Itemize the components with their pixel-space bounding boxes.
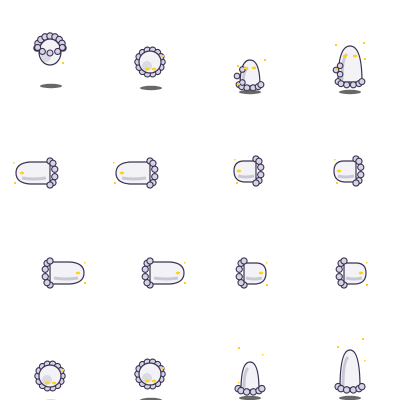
spark-icon [364, 58, 366, 60]
sprite-frame [100, 200, 200, 300]
spark-icon [84, 262, 86, 264]
spark-icon [362, 338, 364, 340]
spark-icon [337, 346, 339, 348]
spark-icon [236, 182, 238, 184]
eye-icon [151, 379, 157, 383]
spark-icon [266, 262, 268, 264]
sprite-frame [100, 100, 200, 200]
sprite-frame [0, 100, 100, 200]
ghost-sprite [15, 157, 59, 189]
sprite-frame [300, 200, 400, 300]
spark-icon [62, 62, 64, 64]
eye-icon [258, 271, 264, 275]
eye-icon [19, 171, 25, 175]
spark-icon [336, 68, 338, 70]
eye-icon [352, 54, 358, 58]
eye-icon [175, 271, 181, 275]
sprite-frame [0, 300, 100, 400]
ghost-sprite [134, 46, 166, 78]
ghost-sprite [115, 157, 159, 189]
spark-icon [113, 162, 115, 164]
eye-icon [119, 171, 125, 175]
eye-icon [251, 66, 257, 70]
spark-icon [14, 182, 16, 184]
ghost-sprite [235, 257, 267, 289]
spark-icon [13, 162, 15, 164]
eye-icon [144, 379, 150, 383]
sprite-frame [300, 0, 400, 100]
spark-icon [238, 382, 240, 384]
sprite-frame [200, 200, 300, 300]
eye-icon [342, 54, 348, 58]
ghost-sprite [234, 361, 266, 396]
ground-shadow [140, 397, 162, 400]
sprite-frame [100, 300, 200, 400]
spark-icon [234, 159, 236, 161]
spark-icon [184, 262, 186, 264]
ground-shadow [339, 395, 361, 400]
spark-icon [162, 367, 164, 369]
ghost-sprite [34, 360, 66, 392]
ghost-sprite [33, 32, 67, 66]
ghost-sprite [332, 45, 366, 89]
spark-icon [336, 182, 338, 184]
spark-icon [264, 59, 266, 61]
spark-icon [334, 159, 336, 161]
ground-shadow [239, 395, 261, 400]
ground-shadow [40, 83, 62, 89]
eye-icon [144, 67, 150, 71]
spark-icon [238, 83, 240, 85]
ghost-sprite [233, 155, 265, 187]
spark-icon [62, 369, 64, 371]
spark-icon [366, 284, 368, 286]
ground-shadow [339, 89, 361, 95]
ghost-sprite [233, 59, 265, 92]
spark-icon [184, 282, 186, 284]
spark-icon [114, 182, 116, 184]
ghost-sprite [134, 358, 166, 390]
ghost-sprite [335, 257, 367, 289]
ghost-sprite [141, 257, 185, 289]
spark-icon [266, 284, 268, 286]
eye-icon [358, 271, 364, 275]
spark-icon [363, 42, 365, 44]
sprite-frame [0, 200, 100, 300]
spark-icon [262, 354, 264, 356]
ground-shadow [239, 89, 261, 95]
ghost-sprite [334, 349, 366, 394]
spark-icon [84, 282, 86, 284]
spark-icon [364, 360, 366, 362]
eye-icon [336, 169, 342, 173]
eye-icon [151, 67, 157, 71]
sprite-frame [200, 300, 300, 400]
spark-icon [162, 55, 164, 57]
eye-icon [75, 271, 81, 275]
ghost-sprite [333, 155, 365, 187]
ground-shadow [140, 85, 162, 91]
spark-icon [238, 347, 240, 349]
sprite-frame [200, 0, 300, 100]
spark-icon [335, 44, 337, 46]
spark-icon [237, 65, 239, 67]
eye-icon [236, 169, 242, 173]
eye-icon [243, 66, 249, 70]
sprite-frame [100, 0, 200, 100]
sprite-frame [200, 100, 300, 200]
eye-icon [44, 381, 50, 385]
ghost-sprite [41, 257, 85, 289]
eye-icon [51, 381, 57, 385]
sprite-frame [300, 300, 400, 400]
sprite-frame [300, 100, 400, 200]
sprite-frame [0, 0, 100, 100]
spark-icon [366, 262, 368, 264]
